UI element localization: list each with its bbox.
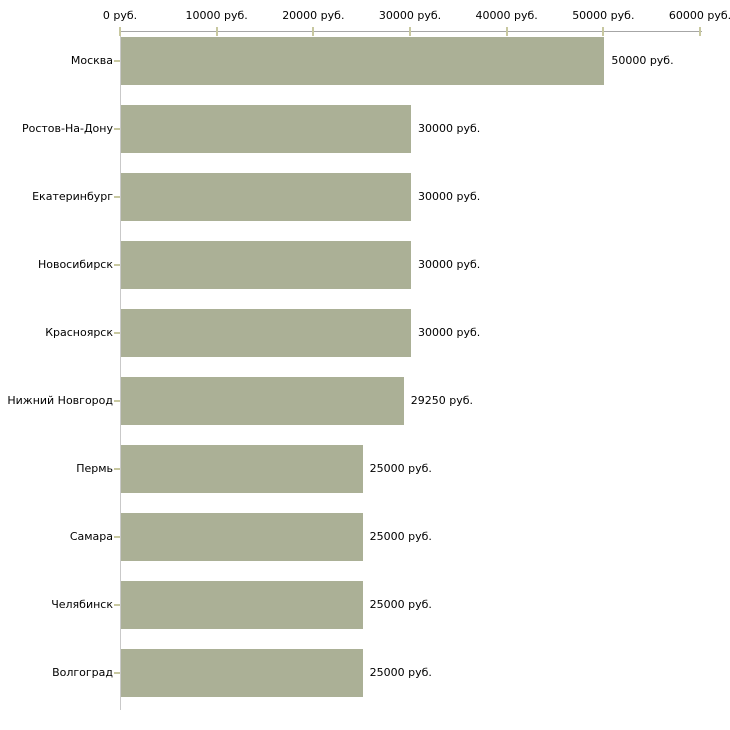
bar [121,445,363,493]
value-label: 25000 руб. [369,462,432,475]
y-axis-line [120,31,121,710]
value-label: 25000 руб. [369,530,432,543]
x-axis-tick-label: 50000 руб. [572,9,635,22]
x-axis-tick-label: 0 руб. [102,9,138,22]
category-label: Новосибирск [37,258,113,271]
category-tick-mark [114,60,120,62]
bar-row: Челябинск 25000 руб. [0,581,730,629]
value-label: 30000 руб. [418,190,481,203]
bar-row: Москва 50000 руб. [0,37,730,85]
category-tick-mark [114,264,120,266]
bar-row: Самара 25000 руб. [0,513,730,561]
x-axis-tick-mark [119,27,121,36]
bar [121,513,363,561]
category-label: Красноярск [45,326,113,339]
category-label: Пермь [76,462,113,475]
bar [121,581,363,629]
category-tick-mark [114,128,120,130]
bar-row: Нижний Новгород 29250 руб. [0,377,730,425]
category-tick-mark [114,604,120,606]
bar [121,173,411,221]
bar-row: Новосибирск 30000 руб. [0,241,730,289]
category-tick-mark [114,400,120,402]
x-axis-tick-label: 30000 руб. [378,9,442,22]
value-label: 50000 руб. [611,54,674,67]
category-label: Екатеринбург [32,190,113,203]
category-label: Нижний Новгород [7,394,113,407]
x-axis-tick-label: 40000 руб. [475,9,538,22]
bar [121,105,411,153]
category-label: Волгоград [52,666,113,679]
value-label: 29250 руб. [410,394,474,407]
category-tick-mark [114,468,120,470]
x-axis-tick-mark [312,27,315,36]
category-label: Москва [70,54,113,67]
x-axis-line [120,31,702,32]
value-label: 30000 руб. [418,122,481,135]
bar-row: Екатеринбург 30000 руб. [0,173,730,221]
value-label: 30000 руб. [418,258,481,271]
bar-row: Красноярск 30000 руб. [0,309,730,357]
x-axis-tick-label: 20000 руб. [282,9,345,22]
bar [121,649,363,697]
category-label: Ростов-На-Дону [21,122,113,135]
value-label: 30000 руб. [418,326,481,339]
value-label: 25000 руб. [369,666,432,679]
x-axis-tick-label: 60000 руб. [668,9,730,22]
value-label: 25000 руб. [369,598,432,611]
bar-row: Пермь 25000 руб. [0,445,730,493]
category-tick-mark [114,196,120,198]
category-tick-mark [114,332,120,334]
x-axis-tick-mark [505,27,508,36]
bar [121,37,605,85]
bar [121,241,411,289]
x-axis-tick-mark [699,27,701,36]
category-tick-mark [114,672,120,674]
x-axis-tick-mark [215,27,218,36]
x-axis-tick-mark [409,27,411,36]
bar-row: Волгоград 25000 руб. [0,649,730,697]
x-axis-tick-label: 10000 руб. [185,9,248,22]
bar [121,309,411,357]
bar [121,377,404,425]
category-tick-mark [114,536,120,538]
category-label: Челябинск [51,598,113,611]
bar-row: Ростов-На-Дону 30000 руб. [0,105,730,153]
x-axis-tick-mark [602,27,605,36]
category-label: Самара [69,530,113,543]
